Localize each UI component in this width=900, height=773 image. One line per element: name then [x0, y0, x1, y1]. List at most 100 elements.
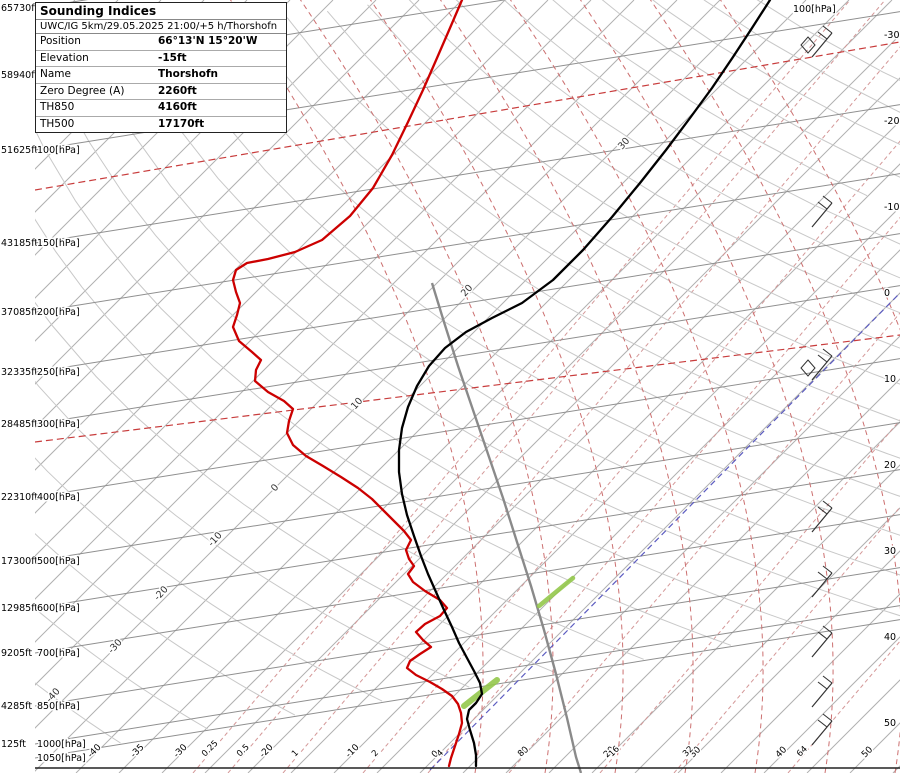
pressure-label: 100[hPa] [37, 145, 80, 156]
temperature-curve [397, 0, 772, 768]
isobar-line [35, 358, 900, 498]
indices-row-th850: TH850 4160ft [36, 99, 286, 116]
pressure-label: 200[hPa] [37, 307, 80, 318]
dry-adiabat-line [206, 30, 900, 497]
wind-barb-shaft [811, 32, 833, 58]
isobar-line [35, 285, 900, 425]
isobar-line [35, 173, 900, 313]
row-value: 2260ft [158, 84, 197, 97]
row-value: Thorshofn [158, 68, 219, 80]
indices-row-th500: TH500 17170ft [36, 115, 286, 133]
adiabat-label: 10 [349, 396, 365, 412]
pressure-label: 1050[hPa] [37, 753, 86, 764]
indices-row-name: Name Thorshofn [36, 66, 286, 83]
isotherm-line [505, 378, 900, 773]
isotherm-bottom-label: -35 [129, 743, 146, 760]
wind-diamond-marker [800, 359, 816, 377]
isotherm-line [35, 0, 678, 643]
red-dashed-reference-line [35, 334, 900, 443]
dry-adiabat-line [35, 128, 732, 646]
mixing-ratio-line [508, 312, 900, 773]
dry-adiabat-line [85, 49, 900, 617]
dry-adiabat-line [652, 0, 900, 146]
isobar-line [35, 233, 900, 373]
altitude-label: 22310ft [1, 492, 38, 503]
wind-barb-feather [822, 348, 833, 357]
isotherm-right-label: 30 [884, 546, 896, 557]
altitude-label: 125ft [1, 739, 26, 750]
isotherm-right-label: -30 [884, 30, 900, 41]
moist-adiabat-line [649, 0, 900, 773]
wind-barb-feather [822, 500, 833, 509]
dry-adiabat-line [125, 43, 900, 576]
row-label: Zero Degree (A) [40, 84, 125, 97]
moist-adiabat-line [439, 0, 694, 773]
wind-barb-feather [817, 31, 828, 40]
dry-adiabat-line [35, 457, 383, 702]
altitude-label: 28485ft [1, 419, 38, 430]
row-label: TH850 [40, 101, 75, 113]
dry-adiabat-line [165, 36, 900, 536]
panel-title: Sounding Indices [36, 3, 286, 20]
isotherm-line [591, 464, 900, 773]
dry-adiabat-line [35, 532, 296, 716]
mixing-ratio-label: 64 [795, 744, 810, 759]
mixing-ratio-line [362, 140, 900, 773]
dry-adiabat-line [35, 218, 644, 660]
wind-barb-shaft [811, 720, 833, 746]
wind-barb-shaft [811, 507, 833, 533]
isobar-line [35, 422, 900, 562]
row-value: 17170ft [158, 117, 205, 130]
moist-adiabat-line [579, 0, 834, 773]
altitude-label: 12985ft [1, 603, 38, 614]
isotherm-line [35, 0, 463, 428]
isotherm-right-label: -20 [884, 116, 900, 127]
parcel-curve [430, 282, 583, 773]
pressure-label: 250[hPa] [37, 367, 80, 378]
pressure-label: 150[hPa] [37, 238, 80, 249]
model-run-info: UWC/IG 5km/29.05.2025 21:00/+5 h/Thorsho… [36, 20, 286, 34]
isotherm-right-label: 50 [884, 718, 896, 729]
dry-adiabat-line [601, 0, 900, 178]
dry-adiabat-line [552, 0, 868, 197]
pressure-label: 300[hPa] [37, 419, 80, 430]
mixing-ratio-line [192, 0, 851, 773]
pressure-label: 400[hPa] [37, 492, 80, 503]
isobar-line [35, 619, 900, 759]
altitude-label: 51625ft [1, 145, 38, 156]
isotherm-bottom-label: -40 [86, 742, 104, 760]
red-dashed-reference-line [35, 41, 900, 191]
isotherm-line [720, 593, 900, 773]
wind-barb-feather [817, 719, 828, 728]
isotherm-line [763, 636, 900, 773]
row-label: Elevation [40, 51, 89, 64]
isotherm-line [35, 0, 807, 772]
wind-barb-shaft [811, 202, 833, 228]
row-value: 66°13'N 15°20'W [158, 35, 258, 47]
pressure-label: 500[hPa] [37, 556, 80, 567]
isotherm-right-label: 20 [884, 460, 896, 471]
moist-adiabat-line [229, 0, 484, 773]
isotherm-bottom-label: -10 [344, 742, 362, 760]
isotherm-line [376, 249, 900, 773]
dry-adiabat-line [367, 4, 900, 349]
dry-adiabat-line [35, 682, 121, 744]
wind-barb-feather [817, 681, 828, 690]
wind-barb-shaft [811, 682, 833, 708]
isotherm-line [204, 77, 900, 773]
isotherm-line [462, 335, 900, 773]
mixing-ratio-label: 2 [370, 748, 381, 759]
wind-barb-feather [817, 201, 828, 210]
mixing-ratio-line [282, 46, 900, 773]
isotherm-right-label: -10 [884, 202, 900, 213]
isobar-line [35, 567, 900, 707]
adiabat-label: -30 [106, 637, 125, 656]
dry-adiabat-line [503, 0, 900, 245]
wind-barb-shaft [811, 572, 833, 598]
isotherm-bottom-label: -20 [258, 742, 276, 760]
moist-adiabat-line [369, 0, 624, 773]
isotherm-bottom-label: -30 [172, 742, 190, 760]
isotherm-line [677, 550, 900, 773]
row-label: TH500 [40, 117, 75, 130]
isotherm-right-label: 40 [884, 632, 896, 643]
